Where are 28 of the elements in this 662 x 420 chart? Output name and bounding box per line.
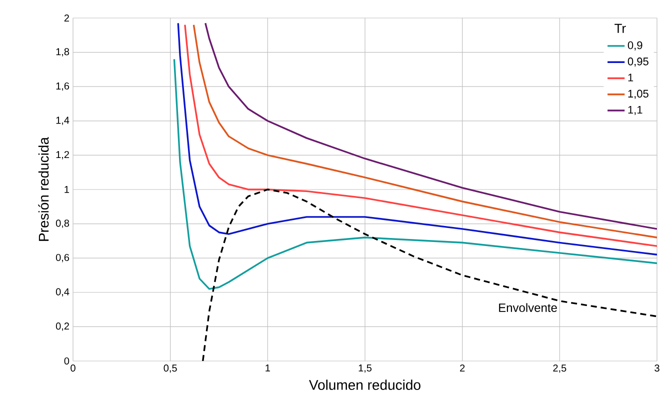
legend-label: 0,95 <box>628 58 648 67</box>
y-axis-title: Presión reducida <box>38 136 49 241</box>
y-tick-label: 0,2 <box>56 322 69 331</box>
x-tick-label: 0 <box>70 364 76 372</box>
legend-label: 0,9 <box>628 41 642 50</box>
y-tick-label: 1,6 <box>56 82 70 91</box>
x-tick-label: 2,5 <box>553 364 566 373</box>
y-tick-label: 1 <box>64 186 69 193</box>
line-series <box>202 188 657 361</box>
y-tick-label: 2 <box>64 14 69 22</box>
y-tick-label: 1,2 <box>56 151 69 160</box>
legend-label: 1,1 <box>628 106 642 115</box>
y-tick-label: 0,8 <box>56 220 70 228</box>
legend-label: 1 <box>628 74 634 82</box>
legend-title: Tr <box>614 24 626 33</box>
x-axis-title: Volumen reducido <box>309 380 420 390</box>
y-tick-label: 0,6 <box>56 254 70 262</box>
y-tick-label: 0 <box>64 357 70 365</box>
x-tick-label: 3 <box>654 364 660 372</box>
x-tick-label: 2 <box>460 364 465 372</box>
y-tick-label: 1,4 <box>56 116 70 125</box>
x-tick-label: 1 <box>266 364 270 372</box>
x-tick-label: 1,5 <box>358 364 372 373</box>
annotation: Envolvente <box>499 303 557 312</box>
legend-label: 1,05 <box>628 90 648 99</box>
x-tick-label: 0,5 <box>164 364 177 373</box>
y-tick-label: 1,8 <box>56 48 70 56</box>
y-tick-label: 0,4 <box>56 288 70 297</box>
